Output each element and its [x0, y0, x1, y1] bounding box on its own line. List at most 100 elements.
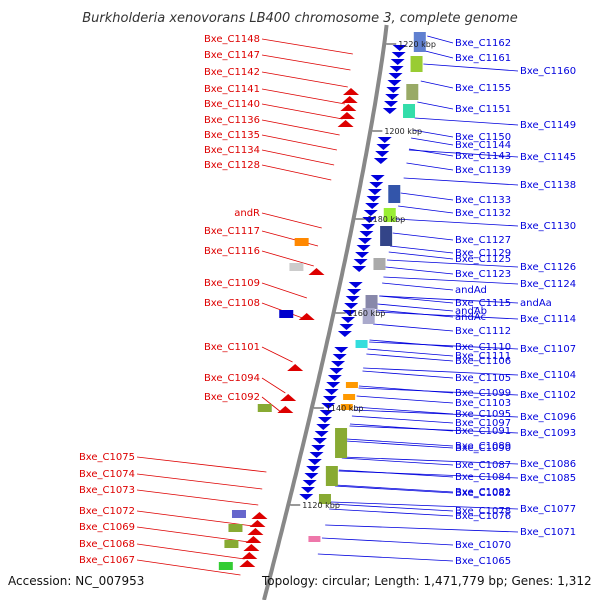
right-label-leader — [423, 63, 519, 72]
left-gene-label: Bxe_C1142 — [204, 67, 260, 78]
right-gene-label: Bxe_C1123 — [455, 269, 511, 280]
forward-gene-arrow — [321, 403, 336, 409]
left-gene-label: Bxe_C1135 — [204, 130, 260, 141]
right-label-leader — [358, 385, 454, 394]
left-gene-label: Bxe_C1075 — [79, 452, 135, 463]
right-gene-label: Bxe_C1095 — [455, 409, 511, 420]
forward-gene-arrow — [362, 217, 377, 223]
right-label-leader — [329, 508, 454, 517]
left-gene-label: Bxe_C1134 — [204, 145, 260, 156]
left-gene-label: Bxe_C1069 — [79, 522, 135, 533]
gene-block — [365, 295, 378, 309]
forward-gene-arrow — [375, 151, 390, 157]
left-gene-label: Bxe_C1094 — [204, 373, 260, 384]
right-label-leader — [325, 524, 519, 533]
right-label-leader — [335, 484, 454, 493]
right-label-leader — [406, 162, 454, 171]
left-gene-label: andR — [234, 208, 260, 219]
left-gene-label: Bxe_C1140 — [204, 99, 260, 110]
left-label-leader — [261, 88, 346, 105]
right-label-leader — [369, 341, 519, 350]
right-gene-label: Bxe_C1112 — [455, 326, 511, 337]
right-gene-label: Bxe_C1077 — [520, 504, 576, 515]
left-label-leader — [261, 377, 286, 394]
reverse-gene-arrow — [245, 536, 262, 543]
gene-block — [388, 185, 401, 203]
right-label-leader — [321, 537, 454, 546]
right-gene-label: Bxe_C1087 — [455, 460, 511, 471]
reverse-gene-arrow — [341, 96, 358, 103]
right-gene-label: Bxe_C1105 — [455, 373, 511, 384]
kbp-label: 1120 kbp — [302, 501, 340, 510]
forward-gene-arrow — [322, 396, 337, 402]
gene-block — [403, 104, 416, 118]
right-label-leader — [330, 503, 454, 512]
reverse-gene-arrow — [241, 552, 258, 559]
right-label-leader — [414, 117, 519, 126]
kbp-label: 1140 kbp — [326, 404, 364, 413]
right-gene-label: Bxe_C1129 — [455, 248, 511, 259]
right-label-leader — [389, 245, 454, 254]
right-gene-label: Bxe_C1149 — [520, 120, 576, 131]
reverse-gene-arrow — [343, 88, 360, 95]
right-label-leader — [373, 323, 454, 332]
right-label-leader — [358, 387, 519, 396]
right-label-leader — [409, 148, 454, 157]
forward-gene-arrow — [347, 289, 362, 295]
forward-gene-arrow — [337, 331, 352, 337]
right-label-leader — [388, 251, 454, 260]
right-gene-label: Bxe_C1162 — [455, 38, 511, 49]
forward-gene-arrow — [353, 259, 368, 265]
gene-block — [279, 310, 294, 318]
right-label-leader — [387, 259, 519, 268]
forward-gene-arrow — [319, 410, 334, 416]
right-gene-label: Bxe_C1084 — [455, 472, 511, 483]
right-label-leader — [427, 35, 454, 44]
right-label-leader — [425, 50, 454, 59]
right-gene-label: Bxe_C1106 — [455, 356, 511, 367]
right-gene-label: Bxe_C1093 — [520, 428, 576, 439]
right-label-leader — [349, 425, 519, 434]
gene-block — [343, 394, 356, 400]
gene-block — [231, 510, 246, 518]
reverse-gene-arrow — [338, 112, 355, 119]
right-label-leader — [351, 415, 454, 424]
left-label-leader — [261, 119, 340, 136]
gene-block — [318, 494, 331, 504]
left-label-leader — [261, 103, 343, 120]
gene-block — [413, 32, 426, 52]
forward-gene-arrow — [299, 494, 314, 500]
right-gene-label: Bxe_C1144 — [455, 140, 511, 151]
right-gene-label: Bxe_C1070 — [455, 540, 511, 551]
right-gene-label: Bxe_C1085 — [520, 473, 576, 484]
right-gene-label: Bxe_C1138 — [520, 180, 576, 191]
right-gene-label: Bxe_C1126 — [520, 262, 576, 273]
left-gene-label: Bxe_C1072 — [79, 506, 135, 517]
reverse-gene-arrow — [243, 544, 260, 551]
forward-gene-arrow — [329, 368, 344, 374]
right-label-leader — [412, 129, 454, 138]
gene-block — [340, 404, 353, 410]
left-gene-label: Bxe_C1092 — [204, 392, 260, 403]
gene-block — [410, 56, 423, 72]
left-label-leader — [261, 71, 348, 88]
forward-gene-arrow — [386, 87, 401, 93]
left-gene-label: Bxe_C1117 — [204, 226, 260, 237]
right-gene-label: Bxe_C1091 — [455, 426, 511, 437]
right-label-leader — [369, 339, 454, 348]
accession-text: Accession: NC_007953 — [8, 574, 144, 588]
gene-block — [383, 208, 396, 222]
left-gene-label: Bxe_C1148 — [204, 34, 260, 45]
forward-gene-arrow — [370, 175, 385, 181]
right-gene-label: Bxe_C1107 — [520, 344, 576, 355]
right-label-leader — [408, 149, 519, 158]
forward-gene-arrow — [341, 317, 356, 323]
left-label-leader — [261, 164, 332, 181]
right-label-leader — [334, 485, 454, 494]
right-label-leader — [353, 409, 519, 418]
forward-gene-arrow — [389, 66, 404, 72]
right-label-leader — [385, 266, 454, 275]
forward-gene-arrow — [384, 101, 399, 107]
reverse-gene-arrow — [277, 406, 294, 413]
right-gene-label: Bxe_C1103 — [455, 398, 511, 409]
